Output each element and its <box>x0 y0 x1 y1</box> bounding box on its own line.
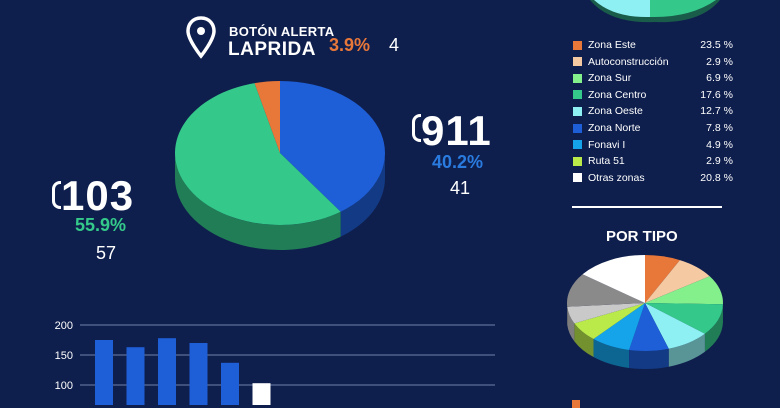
line-911-percent: 40.2% <box>432 152 483 173</box>
legend-value: 17.6 % <box>689 89 733 101</box>
legend-swatch <box>573 41 582 50</box>
legend-swatch <box>573 157 582 166</box>
bar <box>221 363 239 405</box>
legend-swatch-partial <box>572 400 580 408</box>
legend-value: 6.9 % <box>689 72 733 84</box>
bar <box>190 343 208 405</box>
por-tipo-pie-chart <box>562 245 732 385</box>
legend-value: 2.9 % <box>689 155 733 167</box>
legend-swatch <box>573 173 582 182</box>
line-103-block: 103 55.9% 57 <box>52 175 162 270</box>
header-title-small: BOTÓN ALERTA <box>229 24 334 39</box>
header-count: 4 <box>389 35 399 56</box>
legend-swatch <box>573 57 582 66</box>
header: BOTÓN ALERTA LAPRIDA 3.9% 4 <box>186 16 416 66</box>
divider <box>572 206 722 208</box>
legend-label: Fonavi I <box>588 139 689 151</box>
phone-icon <box>52 181 61 209</box>
y-tick-label: 200 <box>55 320 73 332</box>
legend-value: 12.7 % <box>689 105 733 117</box>
bar <box>158 338 176 405</box>
legend-label: Zona Centro <box>588 89 689 101</box>
legend-value: 20.8 % <box>689 172 733 184</box>
legend-swatch <box>573 74 582 83</box>
header-title-big: LAPRIDA <box>228 39 316 61</box>
y-tick-label: 100 <box>55 380 73 392</box>
line-911-number: 911 <box>421 110 492 152</box>
legend-swatch <box>573 140 582 149</box>
monthly-bar-chart: 200 150 100 <box>40 315 510 405</box>
legend-value: 2.9 % <box>689 56 733 68</box>
bar <box>127 347 145 405</box>
line-103-count: 57 <box>96 243 116 264</box>
legend-label: Ruta 51 <box>588 155 689 167</box>
zones-pie-partial <box>580 0 730 26</box>
bar <box>253 383 271 405</box>
legend-label: Zona Norte <box>588 122 689 134</box>
legend-label: Zona Oeste <box>588 105 689 117</box>
legend-swatch <box>573 107 582 116</box>
legend-label: Zona Este <box>588 39 689 51</box>
bar <box>95 340 113 405</box>
location-pin-icon <box>186 16 216 60</box>
line-103-percent: 55.9% <box>75 215 126 236</box>
y-tick-label: 150 <box>55 350 73 362</box>
legend-label: Otras zonas <box>588 172 689 184</box>
main-pie-chart <box>170 75 395 255</box>
por-tipo-title: POR TIPO <box>606 228 678 245</box>
legend-swatch <box>573 90 582 99</box>
legend-value: 23.5 % <box>689 39 733 51</box>
header-percent: 3.9% <box>329 35 370 56</box>
phone-icon <box>412 114 421 142</box>
line-911-block: 911 40.2% 41 <box>412 108 512 203</box>
line-103-number: 103 <box>61 175 134 217</box>
legend-value: 4.9 % <box>689 139 733 151</box>
legend-label: Autoconstrucción <box>588 56 689 68</box>
legend-swatch <box>573 124 582 133</box>
legend-label: Zona Sur <box>588 72 689 84</box>
line-911-count: 41 <box>450 178 470 199</box>
tipo-pie-side-5 <box>629 349 669 369</box>
legend-value: 7.8 % <box>689 122 733 134</box>
